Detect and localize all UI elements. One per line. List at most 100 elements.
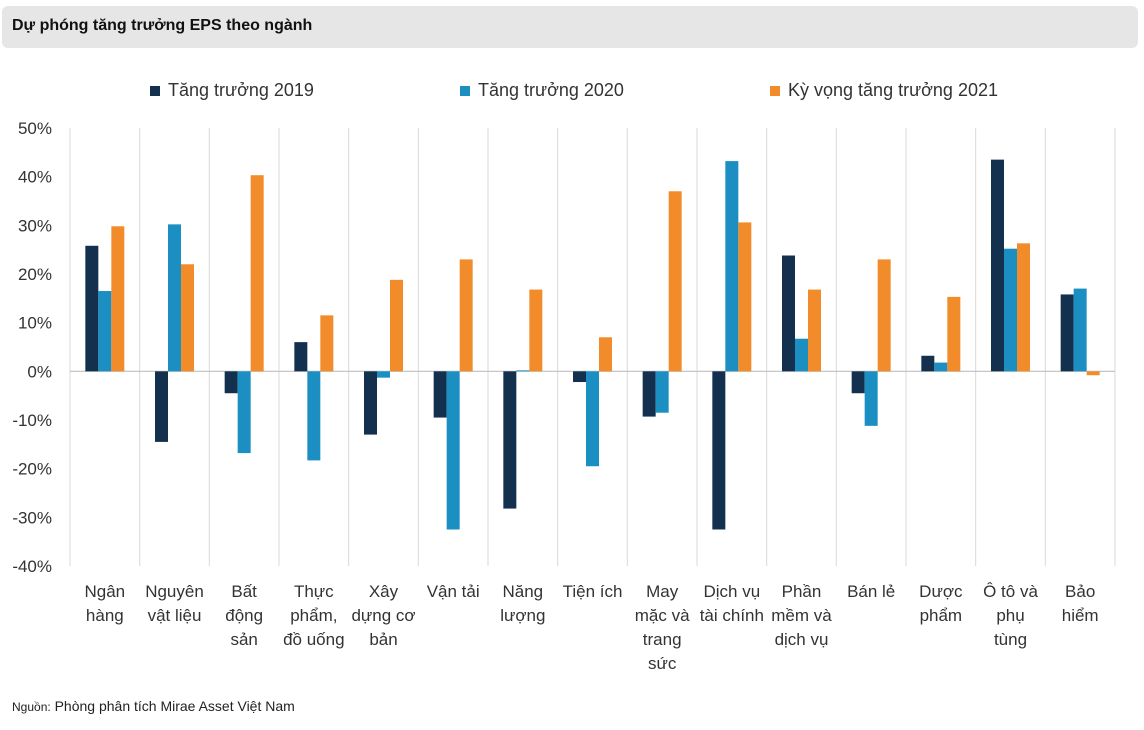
source-text: Phòng phân tích Mirae Asset Việt Nam — [54, 698, 295, 714]
bar-2019 — [224, 371, 238, 394]
legend-swatch-2020 — [460, 85, 470, 96]
category-label: phẩm — [920, 606, 963, 625]
bar-2021 — [599, 337, 612, 372]
bar-2019 — [921, 355, 935, 372]
bar-2019 — [1060, 294, 1074, 372]
bar-2020 — [934, 362, 948, 372]
bar-2021 — [738, 222, 752, 372]
bar-2021 — [181, 264, 194, 372]
bar-2019 — [294, 342, 308, 372]
y-tick-label: 0% — [27, 362, 52, 381]
bar-2019 — [991, 159, 1004, 372]
source-note: Nguồn: Phòng phân tích Mirae Asset Việt … — [12, 698, 295, 714]
category-label: dịch vụ — [775, 630, 829, 649]
y-tick-label: -30% — [12, 508, 52, 527]
bar-2020 — [237, 371, 251, 454]
bar-2020 — [864, 371, 878, 426]
bar-2020 — [725, 161, 739, 372]
bar-2021 — [1086, 371, 1100, 376]
category-label: Nguyên — [145, 582, 204, 601]
bar-2019 — [782, 255, 795, 372]
category-label: đồ uống — [283, 630, 344, 649]
bar-2020 — [795, 338, 808, 372]
category-label: Dịch vụ — [703, 582, 760, 601]
category-label: hàng — [86, 606, 124, 625]
bar-2020 — [1004, 248, 1017, 372]
title-bar: Dự phóng tăng trưởng EPS theo ngành — [2, 6, 1138, 48]
bar-2020 — [1073, 288, 1087, 372]
y-tick-label: 10% — [18, 314, 52, 333]
bar-2019 — [573, 371, 586, 383]
bar-2019 — [155, 371, 168, 442]
category-label: phẩm, — [290, 606, 337, 625]
category-label: Bán lẻ — [847, 582, 895, 601]
category-label: động — [225, 606, 263, 625]
bar-2019 — [85, 245, 99, 372]
category-label: Phần — [782, 582, 822, 601]
bar-2020 — [516, 370, 530, 372]
bar-2019 — [851, 371, 865, 394]
bar-2020 — [586, 371, 599, 467]
category-label: sức — [648, 654, 677, 673]
bar-2021 — [808, 289, 821, 372]
bar-2020 — [98, 291, 112, 372]
bar-2019 — [364, 371, 377, 435]
bar-2020 — [168, 224, 181, 372]
bar-2021 — [250, 175, 264, 372]
category-label: trang — [643, 630, 682, 649]
category-label: Bảo — [1065, 582, 1095, 601]
category-label: Tiện ích — [563, 582, 623, 601]
legend-label-2019: Tăng trưởng 2019 — [168, 80, 314, 100]
bar-2021 — [320, 315, 334, 372]
category-label: phụ — [996, 606, 1024, 625]
legend-label-2020: Tăng trưởng 2020 — [478, 80, 624, 100]
legend-item-2019: Tăng trưởng 2019 — [150, 80, 314, 101]
category-label: Năng — [503, 582, 544, 601]
bar-2021 — [529, 289, 543, 372]
y-tick-label: -40% — [12, 557, 52, 576]
bar-2021 — [111, 226, 125, 372]
category-label: vật liệu — [148, 606, 202, 625]
category-label: Vận tải — [427, 582, 480, 601]
bar-2019 — [642, 371, 656, 417]
bar-2019 — [433, 371, 447, 418]
bar-2021 — [877, 259, 891, 372]
category-label: Dược — [919, 582, 963, 601]
bar-2020 — [655, 371, 669, 413]
category-label: Ô tô và — [983, 582, 1038, 601]
bar-2019 — [712, 371, 726, 530]
category-label: bản — [369, 630, 397, 649]
category-label: sản — [230, 630, 257, 649]
y-tick-label: 30% — [18, 216, 52, 235]
y-tick-label: 20% — [18, 265, 52, 284]
category-label: mặc và — [635, 606, 690, 625]
bar-2021 — [668, 191, 682, 372]
y-tick-label: -10% — [12, 411, 52, 430]
bar-2020 — [377, 371, 390, 378]
bar-2019 — [503, 371, 517, 509]
y-tick-label: 40% — [18, 168, 52, 187]
category-label: Bất — [231, 582, 257, 601]
bar-2021 — [1017, 243, 1030, 372]
legend-item-2021: Kỳ vọng tăng trưởng 2021 — [770, 80, 998, 101]
category-label: lượng — [500, 606, 545, 625]
legend-swatch-2021 — [770, 85, 780, 96]
bar-2020 — [307, 371, 321, 461]
bar-2021 — [947, 296, 961, 372]
bar-2020 — [446, 371, 460, 530]
category-label: tùng — [994, 630, 1027, 649]
legend-item-2020: Tăng trưởng 2020 — [460, 80, 624, 101]
legend-label-2021: Kỳ vọng tăng trưởng 2021 — [788, 80, 998, 100]
legend-swatch-2019 — [150, 85, 160, 96]
y-tick-label: -20% — [12, 460, 52, 479]
category-label: hiểm — [1062, 606, 1099, 625]
category-label: Xây — [369, 582, 399, 601]
y-tick-label: 50% — [18, 119, 52, 138]
category-label: Thực — [294, 582, 334, 601]
category-label: mềm và — [771, 606, 832, 625]
bar-2021 — [390, 279, 403, 372]
source-label: Nguồn: — [12, 700, 51, 714]
chart-title: Dự phóng tăng trưởng EPS theo ngành — [12, 17, 313, 34]
category-label: tài chính — [700, 606, 764, 625]
bar-2021 — [459, 259, 473, 372]
